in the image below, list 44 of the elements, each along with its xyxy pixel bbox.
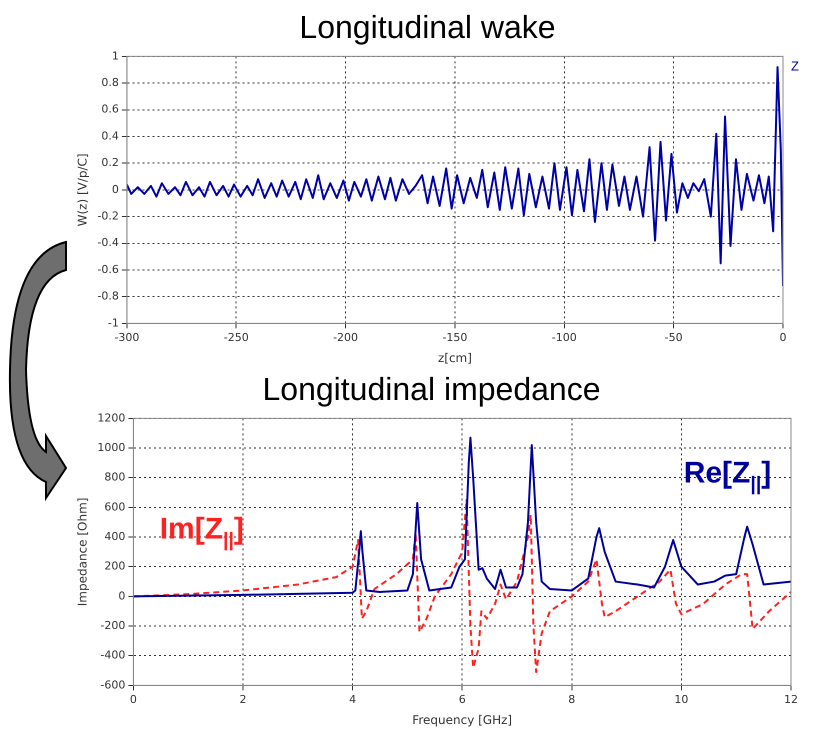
y-tick-label: -200 [100,618,126,632]
y-tick-label: 0.8 [101,76,119,89]
x-tick-label: -150 [442,330,468,344]
series-label: Im[Z||] [160,512,244,552]
y-tick-label: -0.2 [97,209,119,222]
chart-title: Longitudinal impedance [262,371,601,408]
y-tick-label: 0.4 [101,129,119,142]
y-tick-label: 0 [118,589,126,602]
y-tick-label: -400 [100,648,126,662]
x-tick-label: 0 [780,330,786,344]
y-tick-label: 1 [112,49,119,62]
x-axis-title: z[cm] [438,350,472,365]
series-label: Z [791,58,799,74]
y-tick-label: -0.6 [97,262,119,276]
x-axis-title: Frequency [GHz] [412,712,512,727]
x-tick-label: 0 [130,692,137,706]
series-label: Re[Z||] [684,456,772,495]
y-tick-label: 1000 [97,440,126,454]
x-tick-label: 6 [458,692,466,706]
x-tick-label: 8 [568,692,576,706]
x-tick-label: -50 [664,330,683,344]
y-tick-label: -1 [108,316,119,330]
y-tick-label: -0.8 [97,290,119,303]
y-tick-label: -0.4 [97,236,119,250]
y-tick-label: 0.2 [101,156,119,170]
y-axis-title: Impedance [Ohm] [75,498,90,606]
x-tick-label: 4 [349,692,356,706]
y-axis-title: W(z) [V/p/C] [75,153,90,226]
y-tick-label: 600 [104,500,126,514]
y-tick-label: 0.6 [101,102,119,116]
x-tick-label: 2 [239,692,246,706]
y-tick-label: -600 [100,678,126,692]
x-tick-label: 12 [784,692,798,706]
x-tick-label: 10 [674,692,688,706]
y-tick-label: 0 [112,182,119,196]
x-tick-label: -100 [552,330,577,344]
chart-title: Longitudinal wake [299,9,556,46]
y-tick-label: 200 [104,560,126,573]
x-tick-label: -300 [114,330,140,344]
y-tick-label: 800 [104,470,126,484]
y-tick-label: 1200 [97,411,126,424]
x-tick-label: -250 [224,330,249,344]
y-tick-label: 400 [104,530,126,543]
x-tick-label: -200 [333,330,358,344]
